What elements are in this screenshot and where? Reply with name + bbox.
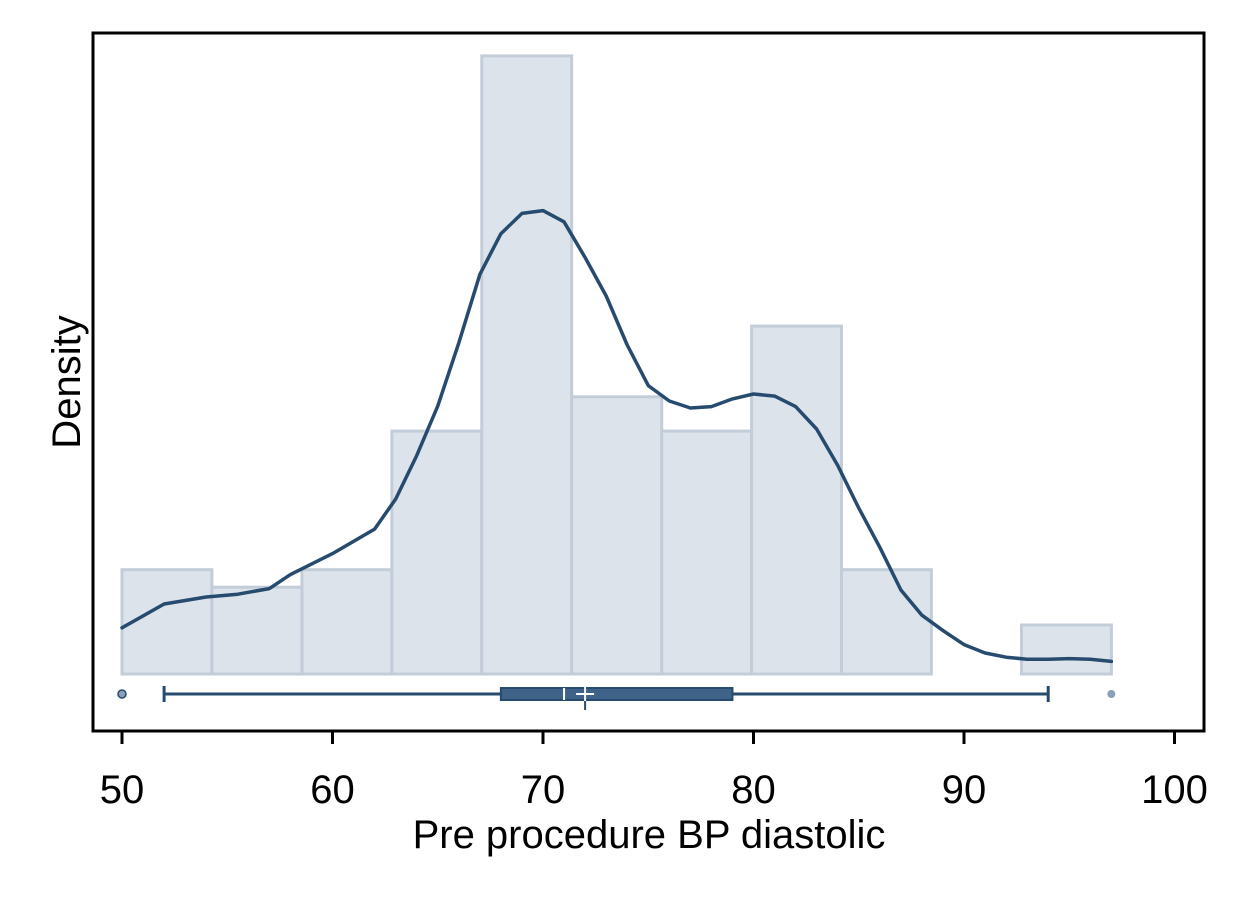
box-plot xyxy=(117,686,1116,710)
x-tick-label: 90 xyxy=(942,768,987,812)
x-tick-label: 70 xyxy=(521,768,566,812)
histogram-bar xyxy=(300,568,394,676)
histogram-bar xyxy=(1019,623,1113,676)
box-iqr xyxy=(499,687,734,701)
plot-area-frame xyxy=(91,31,1206,733)
x-axis-title: Pre procedure BP diastolic xyxy=(413,813,886,857)
y-axis-title: Density xyxy=(45,315,89,448)
x-axis: 50 60 70 80 90 100 xyxy=(100,731,1208,812)
density-curve-group xyxy=(120,208,1114,664)
histogram-bar xyxy=(839,568,933,676)
histogram-bar xyxy=(120,568,214,676)
x-tick-label: 80 xyxy=(731,768,776,812)
box-outlier xyxy=(117,689,127,699)
histogram-bar xyxy=(660,429,754,676)
histogram-bar xyxy=(480,54,574,676)
x-tick-label: 100 xyxy=(1141,768,1208,812)
histogram-bar xyxy=(390,429,484,676)
box-outlier xyxy=(1107,690,1116,698)
histogram-bars xyxy=(120,54,1113,676)
histogram-bar xyxy=(750,324,843,676)
histogram-bar xyxy=(570,395,664,676)
x-tick-label: 60 xyxy=(310,768,355,812)
histogram-bar xyxy=(210,585,304,676)
density-line xyxy=(120,208,1114,664)
x-tick-label: 50 xyxy=(100,768,145,812)
